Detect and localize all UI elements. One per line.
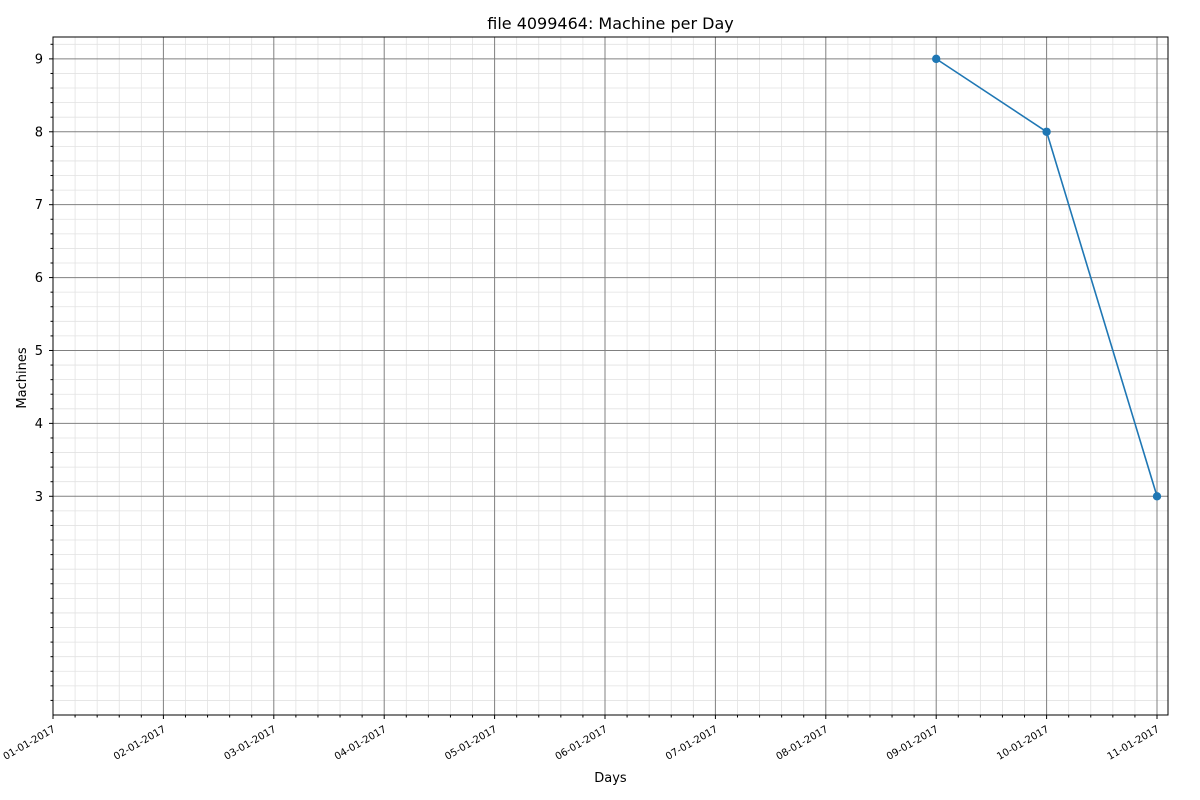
x-axis-label: Days [594, 771, 627, 786]
x-tick-label: 01-01-2017 [2, 724, 58, 763]
x-tick-label: 04-01-2017 [333, 724, 389, 763]
x-tick-label: 03-01-2017 [222, 724, 278, 763]
series-layer [932, 54, 1162, 501]
y-tick-labels: 3 4 5 6 7 8 9 [35, 52, 43, 504]
x-tick-label: 06-01-2017 [554, 724, 610, 763]
x-tick-label: 11-01-2017 [1106, 724, 1162, 763]
x-tick-label: 09-01-2017 [885, 724, 941, 763]
x-tick-label: 08-01-2017 [774, 724, 830, 763]
y-tick-label: 9 [35, 52, 43, 67]
data-point [1042, 127, 1051, 136]
y-tick-label: 6 [35, 271, 43, 286]
x-tick-label: 10-01-2017 [995, 724, 1051, 763]
major-grid [52, 37, 1168, 715]
x-tick-label: 02-01-2017 [112, 724, 168, 763]
minor-grid [53, 37, 1168, 715]
plot-frame [52, 36, 1169, 716]
data-point [932, 54, 941, 64]
data-point [1152, 492, 1162, 501]
y-tick-label: 3 [35, 490, 43, 505]
y-tick-label: 5 [35, 344, 43, 359]
y-tick-label: 4 [35, 417, 43, 432]
y-axis-label: Machines [15, 347, 30, 408]
x-tick-labels: 01-01-2017 02-01-2017 03-01-2017 04-01-2017… [2, 724, 1162, 763]
tick-marks [49, 43, 1158, 719]
x-tick-label: 07-01-2017 [664, 724, 720, 763]
y-tick-label: 8 [35, 125, 43, 140]
y-tick-label: 7 [35, 198, 43, 213]
chart-title: file 4099464: Machine per Day [487, 14, 734, 33]
x-tick-label: 05-01-2017 [443, 724, 499, 763]
